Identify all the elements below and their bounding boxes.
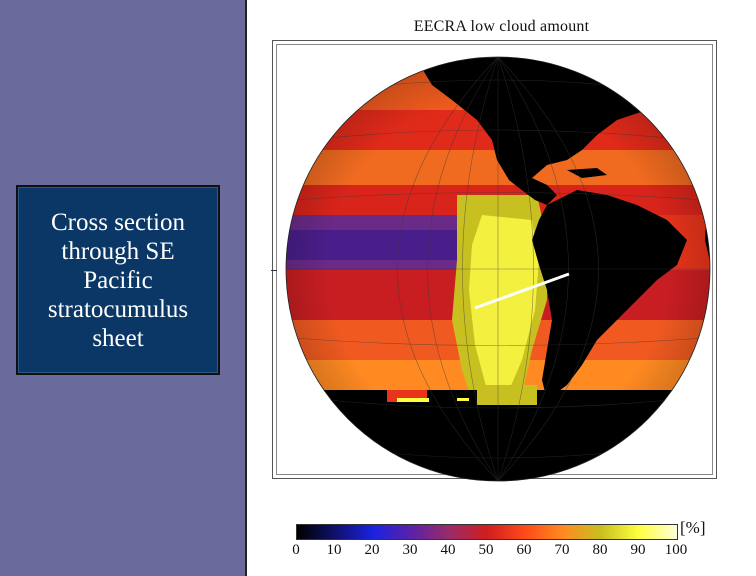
colorbar-tick-label: 10 [326, 542, 342, 558]
figure-title: EECRA low cloud amount [413, 18, 590, 35]
colorbar-tick-label: 40 [440, 542, 456, 558]
colorbar-tick-label: 50 [478, 542, 494, 558]
colorbar-tick-label: 0 [292, 542, 300, 558]
caption-text: Cross section through SE Pacific stratoc… [47, 208, 189, 352]
caption-box: Cross section through SE Pacific stratoc… [16, 185, 220, 375]
colorbar-tick-label: 80 [592, 542, 608, 558]
colorbar-tick-label: 70 [554, 542, 570, 558]
figure-panel: EECRA low cloud amount [245, 0, 756, 576]
colorbar-tick-label: 60 [516, 542, 532, 558]
colorbar-unit: [%] [680, 518, 706, 537]
colorbar-tick-label: 30 [402, 542, 418, 558]
colorbar-tick-label: 90 [630, 542, 646, 558]
axis-tick [271, 270, 277, 271]
land-greenland [617, 57, 687, 85]
colorbar [296, 524, 678, 540]
colorbar-tick-label: 100 [664, 542, 688, 558]
globe-outline [285, 56, 711, 482]
colorbar-tick-label: 20 [364, 542, 380, 558]
colorbar-labels: 0 10 20 30 40 50 60 70 80 90 100 [247, 542, 756, 562]
globe-map [285, 56, 711, 482]
